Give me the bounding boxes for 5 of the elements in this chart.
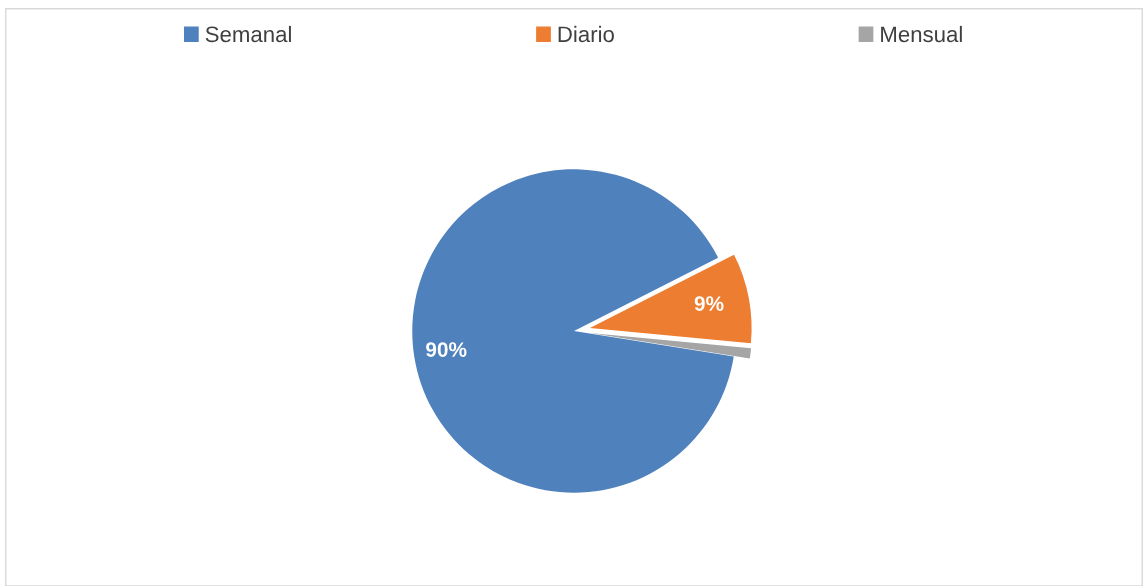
legend-label: Diario xyxy=(558,25,614,43)
data-label: 90% xyxy=(426,342,467,357)
data-label: 9% xyxy=(694,296,724,311)
legend-label: Mensual xyxy=(881,25,962,43)
legend-label: Semanal xyxy=(205,25,291,43)
